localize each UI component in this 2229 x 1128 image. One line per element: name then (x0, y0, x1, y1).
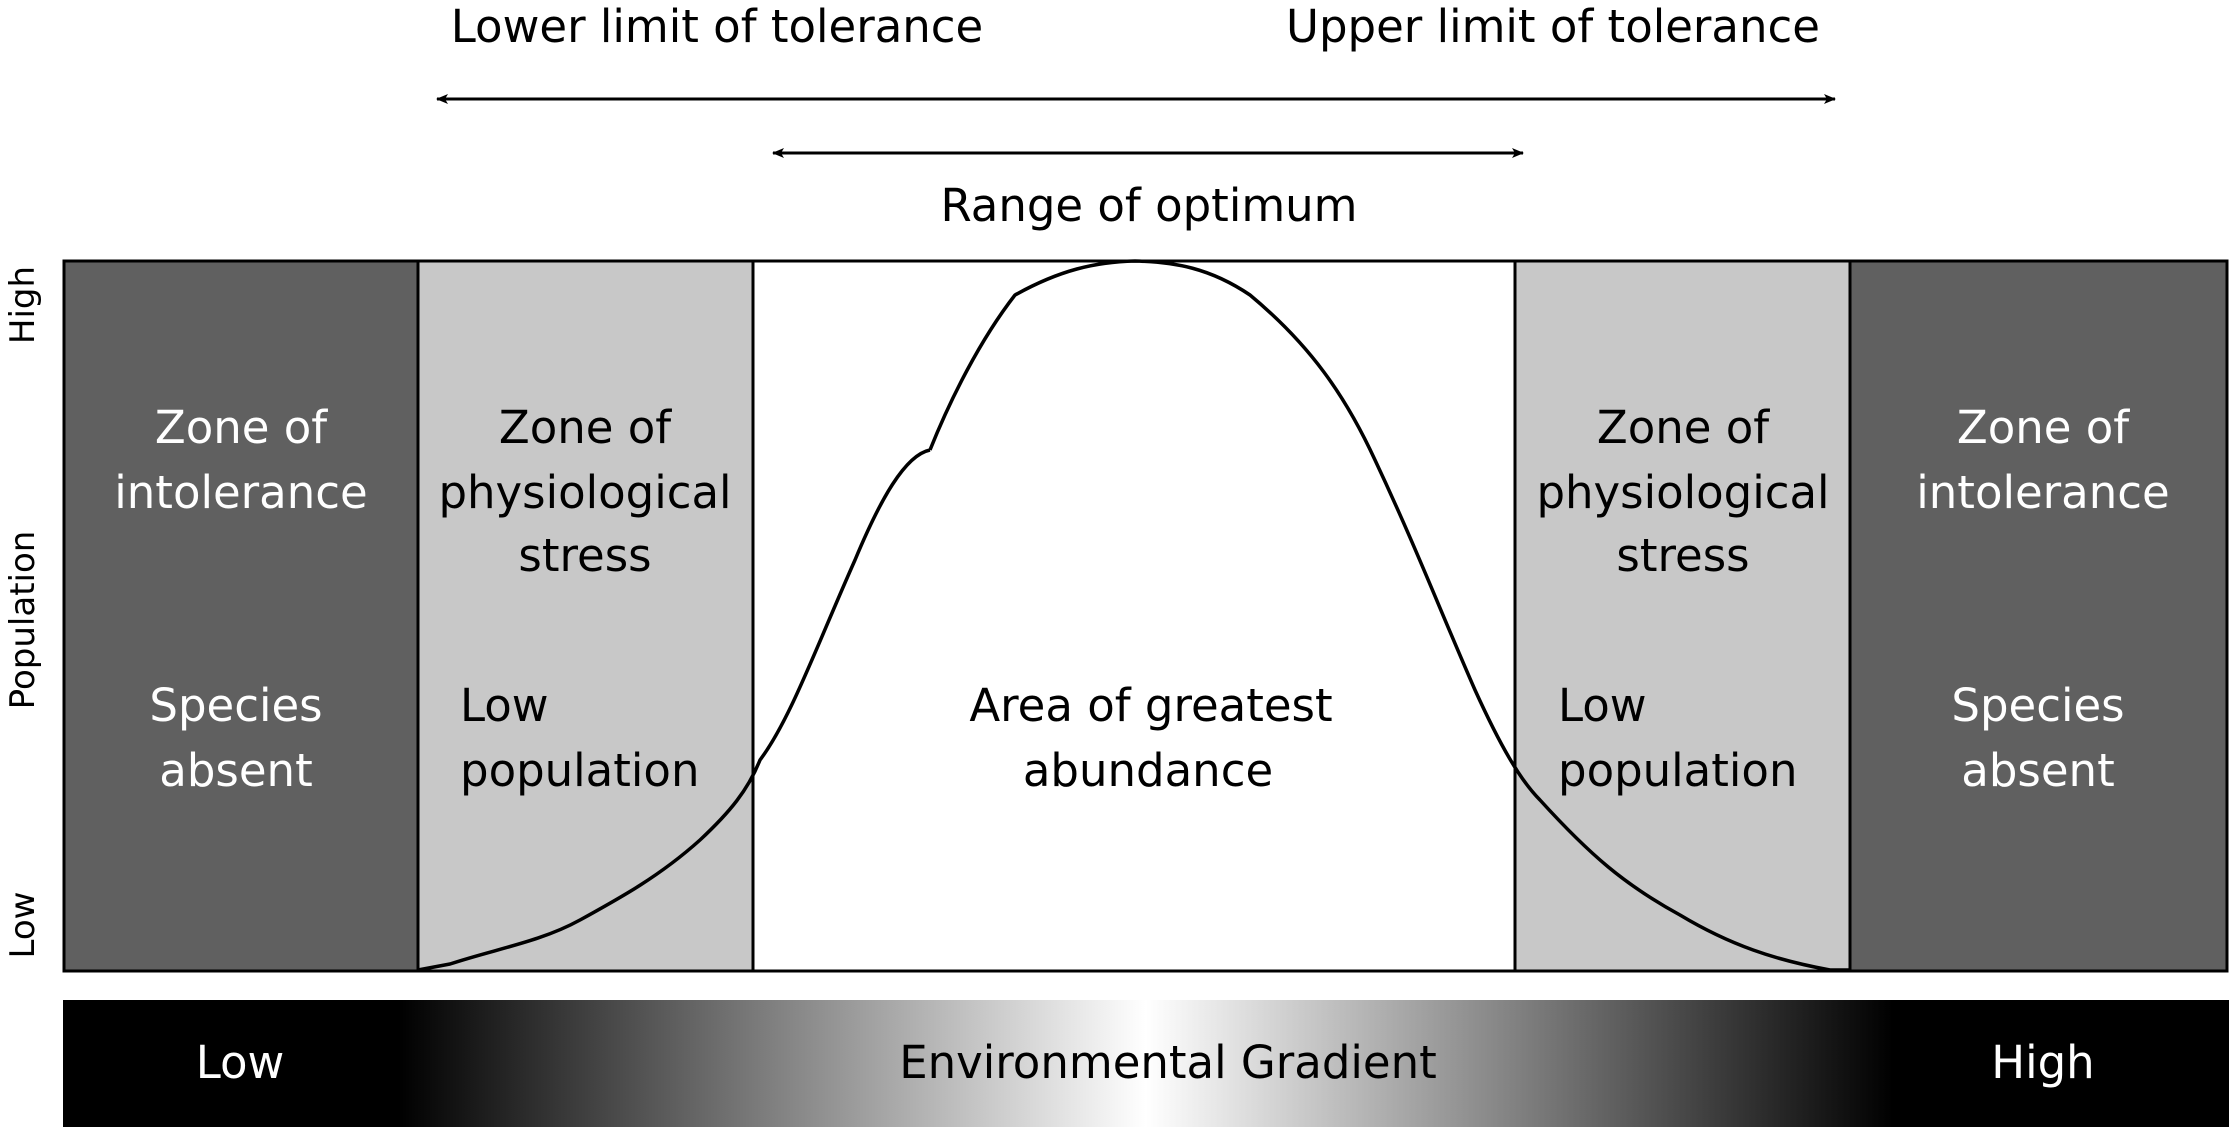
right-stress-title-line2: physiological (1536, 466, 1829, 519)
zone-intolerance-left (62, 259, 420, 973)
zone-stress-right (1513, 259, 1852, 973)
right-stress-desc-line1: Low (1558, 679, 1647, 732)
environmental-gradient-bar (63, 1000, 2229, 1127)
left-stress-title-line2: physiological (438, 466, 731, 519)
left-intolerance-desc-line2: absent (159, 744, 312, 797)
gradient-low-label: Low (196, 1036, 285, 1089)
right-stress-title-line3: stress (1616, 529, 1749, 582)
optimum-desc-line2: abundance (1023, 744, 1273, 797)
left-stress-title-line1: Zone of (499, 401, 672, 454)
y-axis-title: Population (3, 531, 43, 710)
right-stress-desc-line2: population (1558, 744, 1797, 797)
optimum-desc-line1: Area of greatest (969, 679, 1332, 732)
zone-optimum (751, 259, 1517, 973)
population-curve (417, 259, 1850, 972)
right-intolerance-title-line2: intolerance (1916, 466, 2169, 519)
zone-intolerance-right (1848, 259, 2229, 973)
left-intolerance-title-line1: Zone of (155, 401, 328, 454)
upper-limit-label: Upper limit of tolerance (1286, 0, 1820, 53)
zone-stress-left (416, 259, 755, 973)
left-intolerance-desc-line1: Species (149, 679, 322, 732)
gradient-title: Environmental Gradient (899, 1036, 1437, 1089)
right-intolerance-title-line1: Zone of (1957, 401, 2130, 454)
optimum-range-label: Range of optimum (940, 179, 1357, 232)
lower-limit-label: Lower limit of tolerance (451, 0, 983, 53)
y-axis-high-label: High (3, 266, 43, 344)
left-intolerance-title-line2: intolerance (114, 466, 367, 519)
left-stress-title-line3: stress (518, 529, 651, 582)
right-intolerance-desc-line1: Species (1951, 679, 2124, 732)
right-intolerance-desc-line2: absent (1961, 744, 2114, 797)
right-stress-title-line1: Zone of (1597, 401, 1770, 454)
left-stress-desc-line1: Low (460, 679, 549, 732)
left-stress-desc-line2: population (460, 744, 699, 797)
gradient-high-label: High (1991, 1036, 2094, 1089)
y-axis-low-label: Low (3, 892, 43, 959)
